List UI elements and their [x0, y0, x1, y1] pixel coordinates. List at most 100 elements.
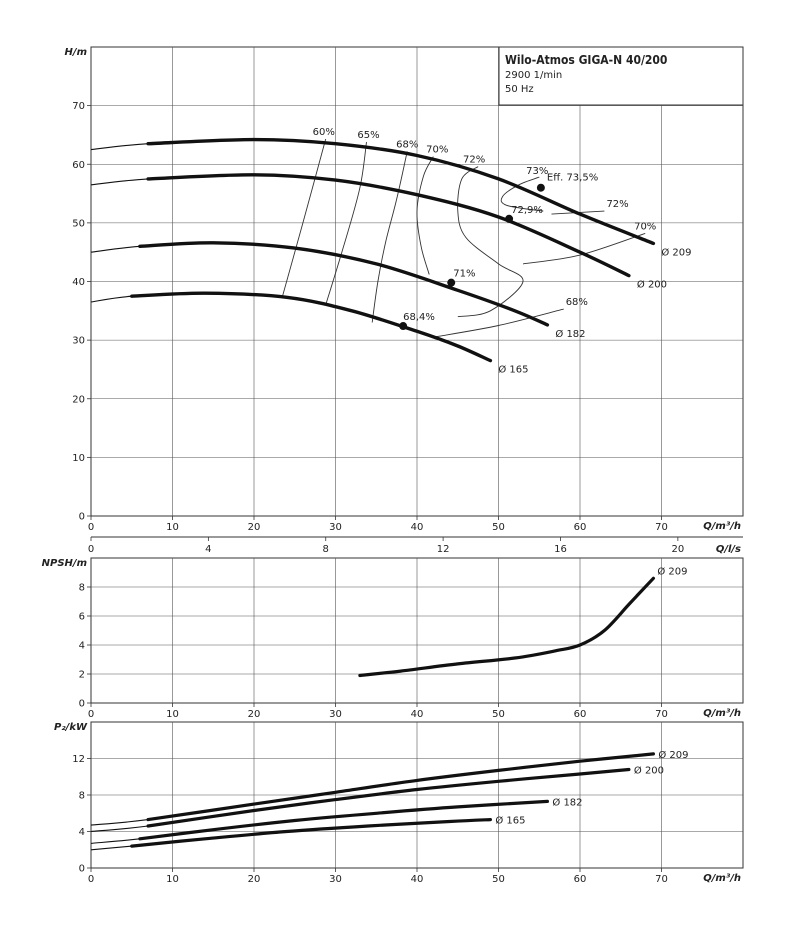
head-y-tick-label: 70 [72, 101, 85, 112]
power-curve-label: Ø 165 [495, 815, 525, 827]
power-x-tick-label: 20 [248, 874, 261, 885]
power-y-tick-label: 0 [79, 864, 85, 875]
ls-tick-label: 0 [88, 544, 94, 555]
npsh-chart: 0 10 20 30 40 50 60 70 0 2 4 6 8 Q/m³/h NPSH/m Ø 209 [42, 557, 744, 720]
head-chart: 0 10 20 30 40 50 60 70 0 10 20 30 40 50 60 70 Q/m³/h H/m 6… [65, 46, 744, 533]
bep-label: 68,4% [403, 312, 435, 323]
bep-point [536, 183, 545, 192]
npsh-x-tick-label: 40 [411, 709, 424, 720]
head-curve-2 [138, 241, 550, 327]
efficiency-line [457, 166, 524, 318]
efficiency-label: 73% [526, 166, 548, 177]
head-curve-label: Ø 209 [661, 246, 691, 258]
head-x-tick-label: 70 [655, 522, 668, 533]
power-x-tick-label: 40 [411, 874, 424, 885]
npsh-x-tick-label: 60 [574, 709, 587, 720]
power-curve-1 [146, 767, 631, 828]
head-y-tick-label: 60 [72, 160, 85, 171]
head-y-tick-label: 20 [72, 394, 85, 405]
npsh-y-tick-label: 8 [79, 583, 85, 594]
efficiency-line [416, 156, 434, 275]
bep-label: 72,9% [511, 205, 543, 216]
efficiency-line [325, 141, 367, 306]
head-y-tick-label: 50 [72, 218, 85, 229]
power-curve-label: Ø 200 [634, 764, 664, 776]
npsh-x-tick-label: 70 [655, 709, 668, 720]
head-x-tick-label: 20 [248, 522, 261, 533]
npsh-x-axis-label: Q/m³/h [703, 708, 741, 719]
power-curve-0 [146, 752, 655, 822]
frequency-label: 50 Hz [505, 84, 534, 95]
npsh-x-tick-label: 30 [329, 709, 342, 720]
power-y-axis-label: P₂/kW [54, 722, 88, 733]
power-x-axis-label: Q/m³/h [703, 873, 741, 884]
head-y-tick-label: 40 [72, 277, 85, 288]
bep-point [447, 278, 456, 287]
head-x-tick-label: 40 [411, 522, 424, 533]
head-curve-label: Ø 182 [555, 328, 585, 340]
efficiency-line [522, 232, 646, 265]
ls-tick-label: 4 [205, 544, 211, 555]
chart-title: Wilo-Atmos GIGA-N 40/200 [505, 53, 667, 67]
efficiency-label: 70% [426, 145, 448, 156]
npsh-y-tick-label: 0 [79, 699, 85, 710]
npsh-y-tick-label: 2 [79, 670, 85, 681]
power-y-tick-label: 4 [79, 827, 85, 838]
head-x-tick-label: 50 [492, 522, 505, 533]
efficiency-label: 60% [313, 127, 335, 138]
ls-tick-label: 8 [323, 544, 329, 555]
head-curve-1 [146, 173, 631, 278]
head-curve-0-thin [90, 139, 654, 244]
power-curve-3 [130, 818, 492, 848]
npsh-y-tick-label: 6 [79, 612, 85, 623]
npsh-x-tick-label: 50 [492, 709, 505, 720]
npsh-curve-label: Ø 209 [657, 565, 687, 577]
efficiency-line [433, 308, 564, 338]
efficiency-label: 68% [396, 139, 418, 150]
head-x-tick-label: 30 [329, 522, 342, 533]
efficiency-label: 72% [463, 155, 485, 166]
head-x-tick-label: 60 [574, 522, 587, 533]
head-y-axis-label: H/m [65, 47, 87, 58]
bep-label: 71% [453, 269, 475, 280]
npsh-curve-0 [358, 576, 655, 678]
flow-ls-axis: 0 4 8 12 16 20 Q/l/s [88, 536, 743, 555]
power-x-tick-label: 70 [655, 874, 668, 885]
power-x-tick-label: 60 [574, 874, 587, 885]
power-x-tick-label: 50 [492, 874, 505, 885]
head-curve-0 [146, 137, 656, 246]
efficiency-label: 68% [566, 297, 588, 308]
npsh-x-tick-label: 20 [248, 709, 261, 720]
head-y-tick-label: 10 [72, 453, 85, 464]
ls-tick-label: 16 [554, 544, 567, 555]
efficiency-label: 65% [357, 130, 379, 141]
head-curve-2-thin [90, 242, 548, 326]
efficiency-line [282, 138, 327, 297]
ls-axis-label: Q/l/s [716, 544, 741, 555]
power-x-tick-label: 10 [166, 874, 179, 885]
power-chart: 0 10 20 30 40 50 60 70 0 4 8 12 Q/m³/h P₂/kW Ø 209 Ø 20… [54, 721, 744, 885]
head-x-tick-label: 10 [166, 522, 179, 533]
npsh-x-tick-label: 10 [166, 709, 179, 720]
bep-point [505, 214, 514, 223]
npsh-y-axis-label: NPSH/m [42, 558, 87, 569]
head-curve-3-thin [90, 292, 491, 362]
power-x-tick-label: 0 [88, 874, 94, 885]
npsh-y-tick-label: 4 [79, 641, 85, 652]
power-y-tick-label: 12 [72, 754, 85, 765]
power-curve-label: Ø 182 [552, 796, 582, 808]
speed-label: 2900 1/min [505, 70, 562, 81]
efficiency-label: 70% [634, 221, 656, 232]
title-box: Wilo-Atmos GIGA-N 40/200 2900 1/min 50 H… [498, 46, 744, 106]
bep-point [399, 322, 408, 331]
head-y-tick-label: 30 [72, 336, 85, 347]
head-curve-3 [130, 291, 493, 363]
head-y-tick-label: 0 [79, 512, 85, 523]
head-x-axis-label: Q/m³/h [703, 521, 741, 532]
power-curve-2 [138, 799, 549, 841]
efficiency-line [500, 176, 544, 212]
efficiency-label: 72% [606, 199, 628, 210]
head-curve-label: Ø 200 [637, 279, 667, 291]
power-x-tick-label: 30 [329, 874, 342, 885]
